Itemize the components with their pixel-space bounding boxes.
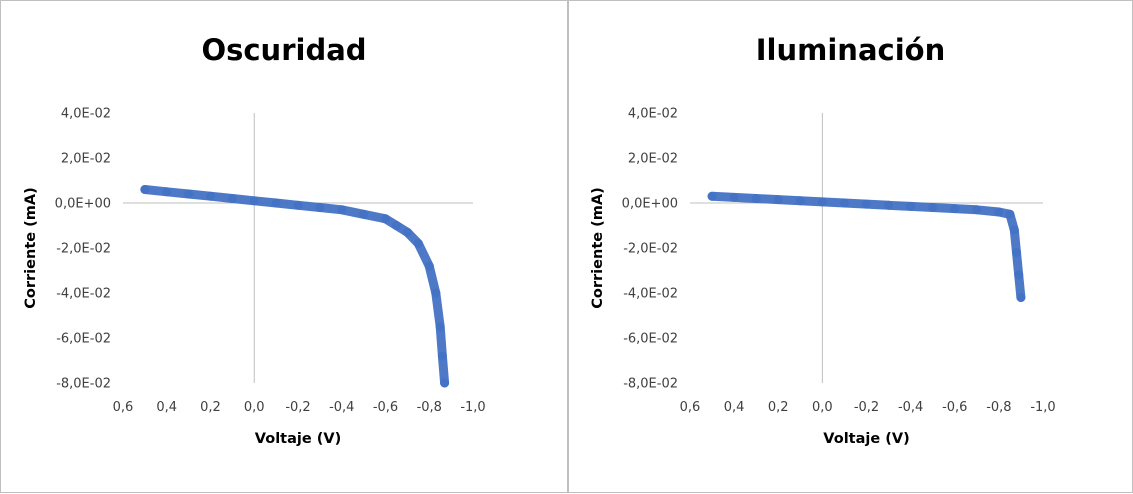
data-point (315, 203, 325, 212)
chart-plot-iluminacion: 4,0E-02 2,0E-02 0,0E+00 -2,0E-02 -4,0E-02 -6,… (590, 107, 1056, 448)
y-tick-label: 0,0E+00 (622, 197, 678, 212)
data-point (431, 288, 441, 298)
y-tick-label: -8,0E-02 (623, 377, 678, 392)
x-tick-label: -0,8 (986, 400, 1011, 415)
data-point (206, 191, 215, 201)
y-tick-label: 0,0E+00 (55, 197, 111, 212)
y-tick-label: -2,0E-02 (623, 242, 678, 257)
data-point (184, 189, 194, 199)
data-point (1005, 209, 1015, 219)
y-tick-label: -6,0E-02 (56, 332, 111, 347)
data-point (839, 198, 849, 208)
data-point (906, 201, 916, 211)
data-point (795, 196, 805, 206)
data-point (729, 192, 739, 202)
y-axis-title: Corriente (mA) (23, 187, 39, 308)
data-point (751, 194, 761, 203)
x-tick-label: 0,0 (244, 400, 265, 415)
data-point (1012, 248, 1022, 257)
x-tick-label: 0,6 (680, 400, 701, 415)
y-tick-label: -4,0E-02 (56, 287, 111, 302)
data-point (140, 185, 150, 194)
data-point (1016, 293, 1026, 302)
data-point (359, 209, 369, 219)
chart-panel-iluminacion: Iluminación 4,0E-02 2,0E-02 0,0E+00 -2,0E-0… (567, 0, 1133, 493)
data-point (950, 204, 960, 214)
data-point (413, 239, 423, 248)
data-point (440, 378, 450, 388)
y-tick-label: -2,0E-02 (56, 242, 111, 257)
data-point (928, 203, 938, 212)
y-tick-label: -4,0E-02 (623, 287, 678, 302)
y-tick-label: -6,0E-02 (623, 332, 678, 347)
y-tick-label: 2,0E-02 (628, 152, 678, 167)
x-tick-label: -0,8 (417, 400, 442, 415)
data-point (424, 261, 434, 271)
x-tick-label: -0,2 (285, 400, 310, 415)
x-tick-label: -0,6 (942, 400, 967, 415)
y-tick-label: -8,0E-02 (56, 377, 111, 392)
x-tick-label: 0,2 (200, 400, 221, 415)
x-tick-label: -0,2 (854, 400, 879, 415)
data-point (391, 221, 401, 230)
y-tick-label: 4,0E-02 (628, 107, 678, 122)
data-series-trace (140, 185, 450, 388)
data-point (1014, 270, 1024, 280)
data-point (817, 197, 827, 207)
data-point (1009, 225, 1019, 235)
data-point (381, 214, 390, 224)
data-point (249, 196, 259, 206)
y-tick-label: 2,0E-02 (61, 152, 111, 167)
x-tick-label: -1,0 (460, 400, 485, 415)
data-point (162, 187, 172, 197)
data-point (862, 199, 871, 209)
x-tick-label: 0,4 (724, 400, 745, 415)
x-tick-label: -0,6 (373, 400, 398, 415)
data-point (994, 207, 1004, 217)
x-axis-title: Voltaje (V) (255, 431, 341, 447)
chart-plot-oscuridad: 4,0E-02 2,0E-02 0,0E+00 -2,0E-02 -4,0E-02 -6,… (23, 107, 486, 448)
data-point (337, 205, 347, 215)
data-point (435, 322, 445, 332)
data-point (293, 200, 303, 210)
chart-title: Iluminación (755, 33, 946, 67)
data-point (884, 200, 894, 210)
x-tick-label: 0,0 (812, 400, 833, 415)
data-point (437, 351, 447, 361)
y-axis-title: Corriente (mA) (590, 187, 606, 308)
x-tick-label: -0,4 (329, 400, 354, 415)
y-tick-label: 4,0E-02 (61, 107, 111, 122)
data-point (402, 227, 412, 237)
x-tick-label: 0,6 (113, 400, 134, 415)
data-point (707, 191, 717, 201)
chart-panel-oscuridad: Oscuridad 4,0E-02 2,0E-02 0,0E+00 -2,0E-02 -… (0, 0, 567, 493)
x-tick-label: 0,4 (156, 400, 177, 415)
x-tick-label: -0,4 (898, 400, 923, 415)
x-axis-title: Voltaje (V) (823, 431, 909, 447)
data-point (227, 194, 237, 203)
data-point (271, 198, 281, 208)
data-point (773, 195, 783, 205)
data-point (972, 205, 982, 215)
chart-title: Oscuridad (201, 33, 367, 67)
x-tick-label: -1,0 (1030, 400, 1055, 415)
x-tick-label: 0,2 (768, 400, 789, 415)
